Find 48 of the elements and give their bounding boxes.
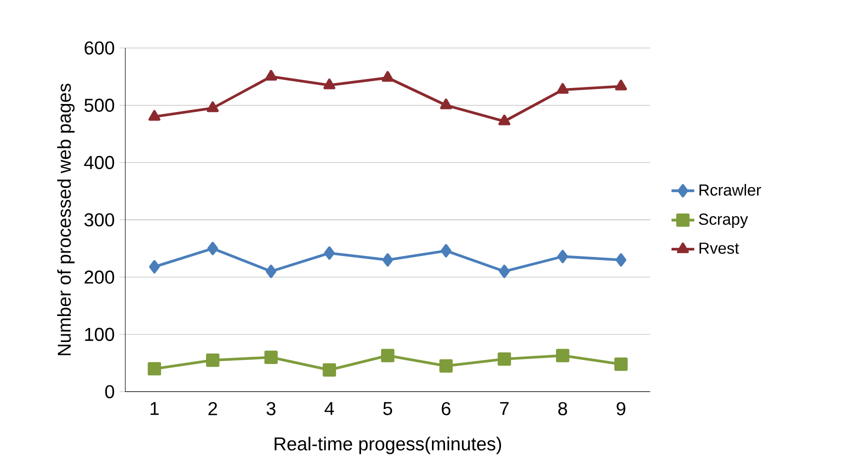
y-axis-title: Number of processed web pages <box>57 84 75 356</box>
y-tick-label: 500 <box>84 98 114 112</box>
x-tick-label: 4 <box>324 402 334 415</box>
point <box>556 348 570 362</box>
point <box>206 353 220 367</box>
y-tick-label: 200 <box>84 270 114 284</box>
point <box>207 242 218 255</box>
x-tick-label: 2 <box>208 402 217 415</box>
x-tick-label: 8 <box>558 402 568 416</box>
x-tick-label: 5 <box>383 402 392 415</box>
y-tick-label: 600 <box>84 41 114 54</box>
point <box>440 244 452 258</box>
point <box>498 352 512 366</box>
point <box>615 80 627 90</box>
y-tick-label: 400 <box>84 156 114 170</box>
x-tick-label: 3 <box>266 402 276 416</box>
point <box>439 359 453 372</box>
point <box>265 70 278 80</box>
point <box>266 264 276 278</box>
point <box>382 253 394 266</box>
x-tick-label: 1 <box>150 402 159 415</box>
legend-label: Rcrawler <box>700 184 762 196</box>
point <box>556 82 569 94</box>
point <box>148 362 162 376</box>
point <box>381 348 394 362</box>
y-tick-label: 100 <box>85 328 114 341</box>
point <box>206 101 219 112</box>
point <box>498 114 510 126</box>
legend-label: Scrapy <box>698 213 748 228</box>
point <box>322 363 336 376</box>
point <box>557 250 568 264</box>
point <box>499 264 510 278</box>
y-tick-label: 0 <box>105 384 114 398</box>
point <box>440 98 452 110</box>
x-axis-title: Real-time progess(minutes) <box>274 436 502 454</box>
x-tick-label: 6 <box>442 402 450 416</box>
y-tick-label: 300 <box>84 213 114 226</box>
x-tick-label: 9 <box>616 402 626 416</box>
point <box>148 110 160 121</box>
point <box>614 357 628 371</box>
legend-label: Rvest <box>700 242 739 254</box>
point <box>149 260 160 274</box>
point <box>323 78 336 90</box>
x-tick-label: 7 <box>500 402 509 415</box>
point <box>264 350 278 364</box>
point <box>324 246 335 260</box>
point <box>382 70 394 82</box>
point <box>616 253 626 266</box>
